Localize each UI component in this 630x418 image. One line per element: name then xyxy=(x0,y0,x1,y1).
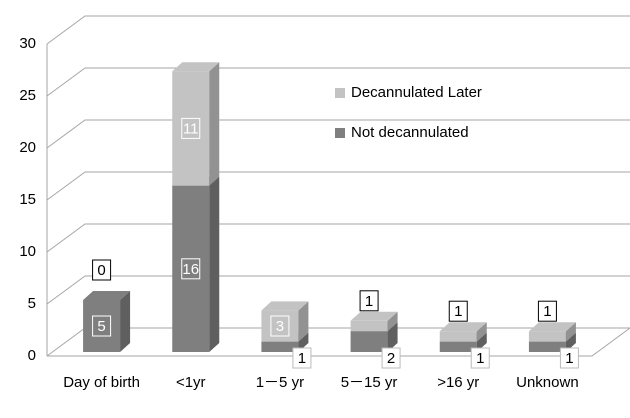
legend-label: Decannulated Later xyxy=(351,84,482,101)
data-label: 16 xyxy=(182,261,199,278)
data-label-box: 5 xyxy=(92,315,112,337)
data-label-box: 1 xyxy=(359,290,379,312)
data-label: 11 xyxy=(183,120,199,137)
bar-segment xyxy=(528,322,576,342)
data-label: 1 xyxy=(543,303,551,320)
bar-front xyxy=(350,320,388,332)
bar-side xyxy=(387,311,398,332)
y-tick-label: 15 xyxy=(19,191,36,208)
label-frame xyxy=(381,347,401,369)
bar-side xyxy=(565,332,576,352)
bar-top xyxy=(528,322,576,332)
bar-front xyxy=(439,341,477,352)
bar-side xyxy=(120,291,131,352)
x-tick-label: <1yr xyxy=(175,374,206,391)
bar-front xyxy=(172,71,210,186)
data-label-box: 1 xyxy=(559,347,579,369)
data-label-box: 16 xyxy=(181,258,201,280)
data-label-box: 11 xyxy=(181,117,201,139)
x-tick-label: 5－15 yr xyxy=(340,374,398,391)
label-frame xyxy=(92,259,112,281)
bar-side xyxy=(476,322,487,342)
bar-front xyxy=(172,185,210,352)
data-label: 1 xyxy=(365,293,373,310)
data-label: 1 xyxy=(298,350,306,367)
bar-side xyxy=(476,332,487,352)
legend-swatch xyxy=(335,128,345,138)
grid-line xyxy=(46,119,630,149)
data-label: 1 xyxy=(454,303,462,320)
grid-line xyxy=(46,15,630,45)
data-label: 1 xyxy=(476,350,484,367)
bar-segment xyxy=(439,322,487,342)
x-tick-label: >16 yr xyxy=(437,374,480,391)
floor-edge xyxy=(47,327,630,357)
y-tick-label: 0 xyxy=(28,347,36,364)
label-frame xyxy=(181,258,201,280)
grid-line xyxy=(46,223,630,253)
data-label-box: 2 xyxy=(381,347,401,369)
bar-side xyxy=(387,322,398,352)
bar-top xyxy=(83,291,131,300)
x-tick-label: 1－5 yr xyxy=(255,374,305,391)
bar-front xyxy=(439,331,477,342)
label-frame xyxy=(470,347,490,369)
y-tick-label: 30 xyxy=(19,35,36,52)
bar-top xyxy=(261,301,309,311)
data-label-box: 1 xyxy=(537,300,557,322)
bar-top xyxy=(350,311,398,321)
bar-side xyxy=(209,176,220,352)
bar-front xyxy=(528,331,566,342)
grid-line xyxy=(46,275,630,305)
data-label-box: 1 xyxy=(470,347,490,369)
bar-top xyxy=(172,62,220,72)
label-frame xyxy=(448,300,468,322)
x-tick-label: Day of birth xyxy=(63,374,140,391)
x-tick-label: Unknown xyxy=(516,374,579,391)
bar-segment xyxy=(350,311,398,332)
label-frame xyxy=(559,347,579,369)
data-label: 2 xyxy=(387,350,395,367)
data-label: 0 xyxy=(97,262,105,279)
data-label: 1 xyxy=(565,350,573,367)
legend-label: Not decannulated xyxy=(351,124,469,141)
label-frame xyxy=(292,347,312,369)
label-frame xyxy=(537,300,557,322)
bar-front xyxy=(350,331,388,352)
bar-side xyxy=(209,62,220,186)
data-label: 5 xyxy=(97,318,105,335)
y-tick-label: 10 xyxy=(19,243,36,260)
data-label-box: 1 xyxy=(448,300,468,322)
grid-line xyxy=(46,171,630,201)
data-label: 3 xyxy=(276,318,284,335)
bar-side xyxy=(565,322,576,342)
y-tick-label: 25 xyxy=(19,87,36,104)
label-frame xyxy=(270,315,290,337)
y-tick-label: 20 xyxy=(19,139,36,156)
label-frame xyxy=(359,290,379,312)
bar-top xyxy=(439,322,487,332)
label-frame xyxy=(181,117,201,139)
data-label-box: 3 xyxy=(270,315,290,337)
bar-front xyxy=(83,300,121,352)
grid-line xyxy=(46,67,630,97)
y-tick-label: 5 xyxy=(28,295,36,312)
bar-segment xyxy=(172,62,220,186)
bar-front xyxy=(528,341,566,352)
bar-front xyxy=(261,341,299,352)
bar-side xyxy=(298,301,309,342)
data-label-box: 0 xyxy=(92,259,112,281)
bar-segment xyxy=(83,291,131,352)
legend-swatch xyxy=(335,88,345,98)
bar-side xyxy=(298,332,309,352)
label-frame xyxy=(92,315,112,337)
data-label-box: 1 xyxy=(292,347,312,369)
